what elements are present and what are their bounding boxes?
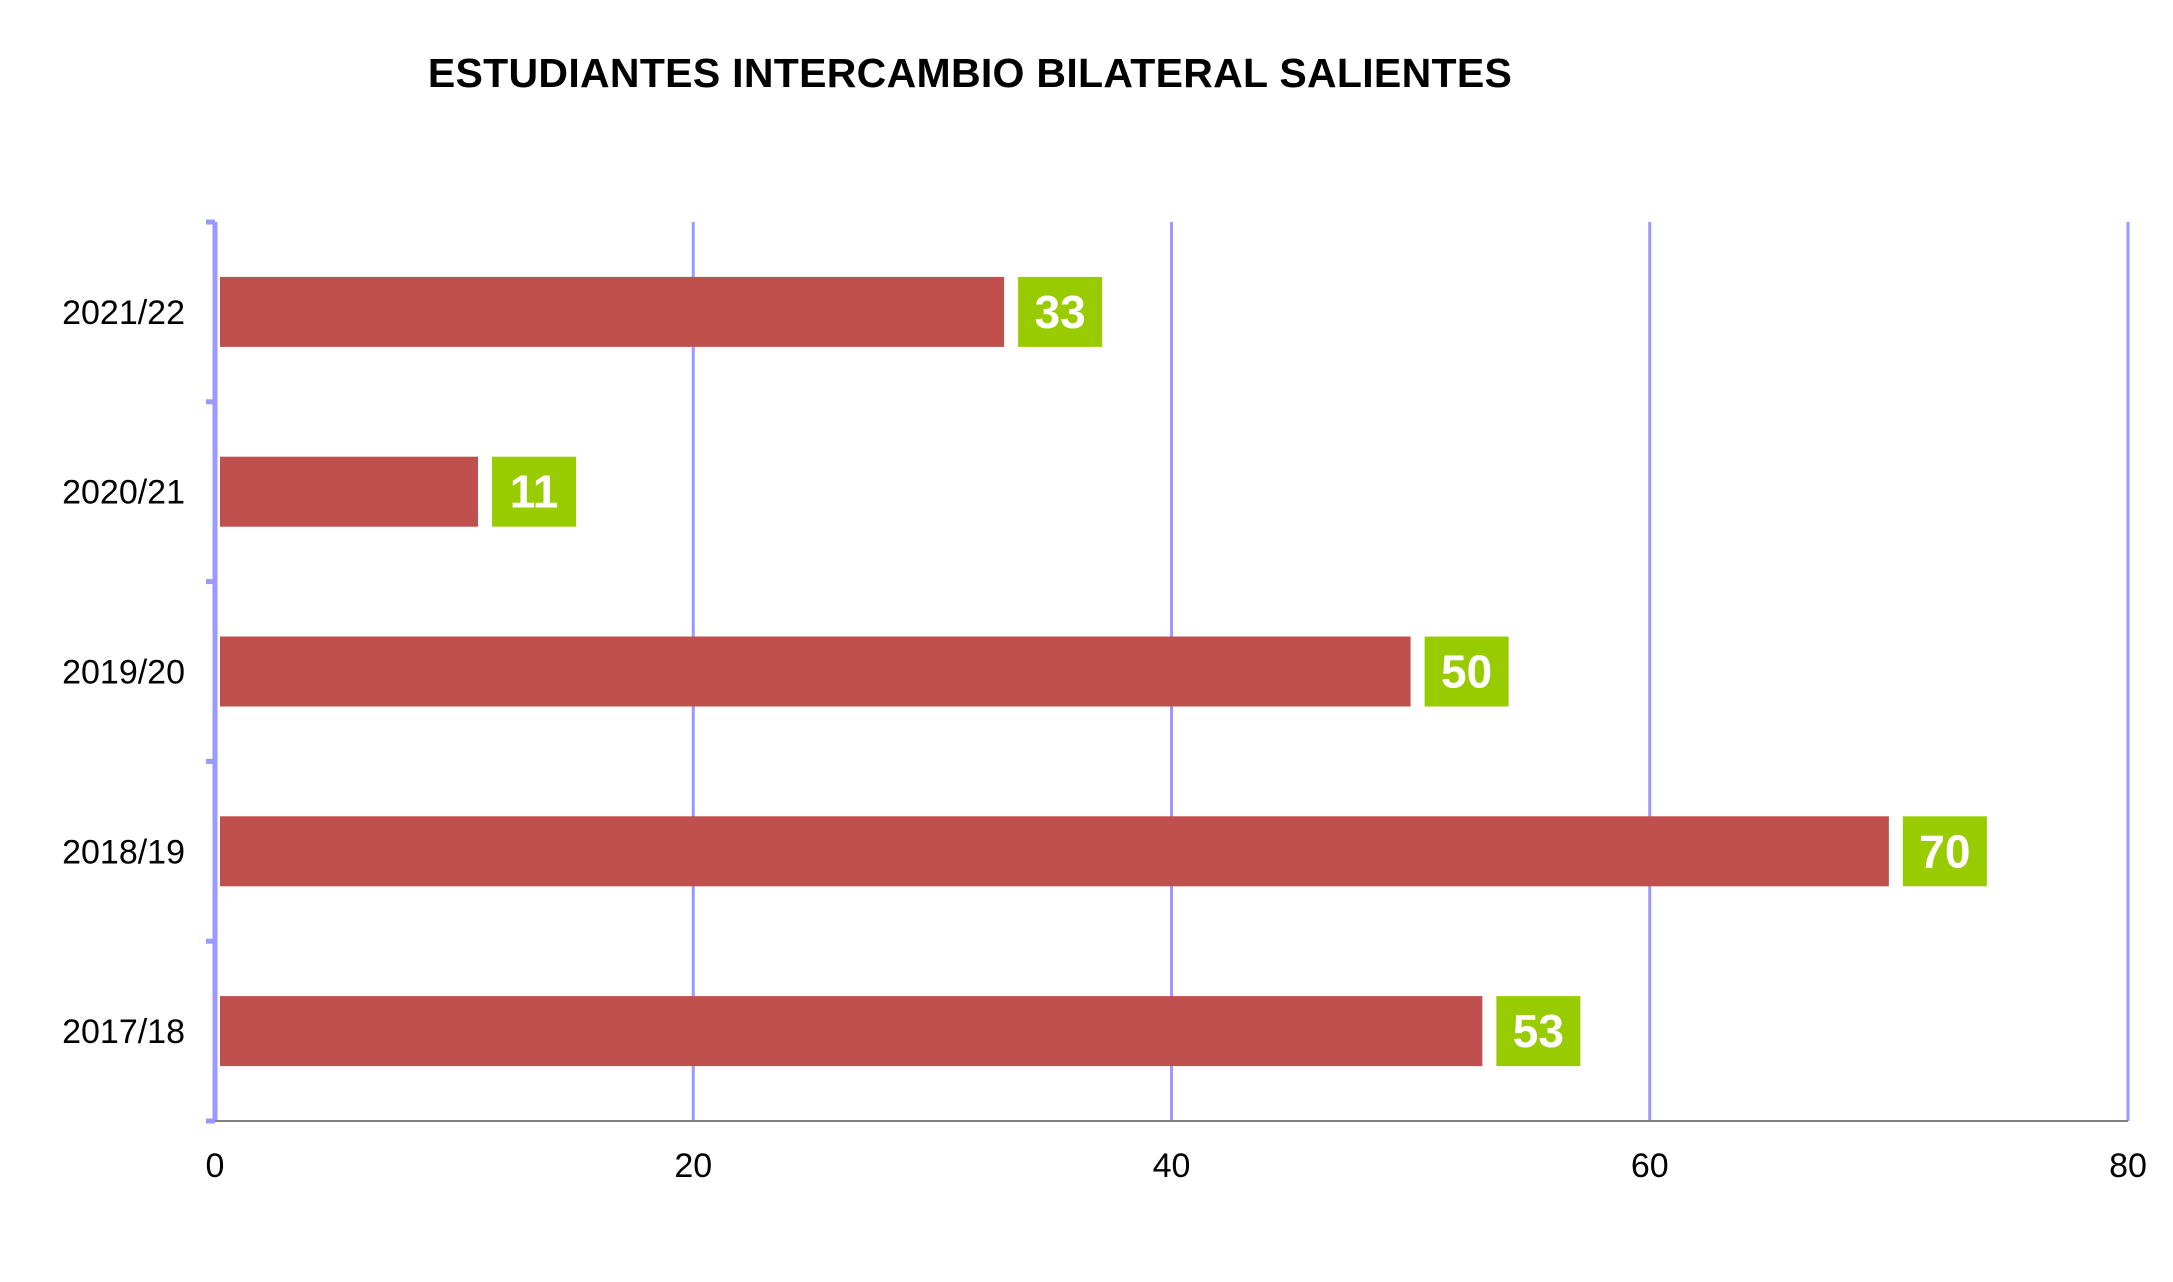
data-label-box-2020-21 (492, 456, 577, 527)
data-label-2020-21: 11 (510, 466, 559, 518)
bar-2019-20 (220, 636, 1411, 707)
x-tick-label-80: 80 (2109, 1147, 2147, 1185)
data-label-2018-19: 70 (1919, 825, 1970, 877)
category-label-2017-18: 2017/18 (62, 1013, 185, 1051)
bar-2017-18 (220, 996, 1483, 1067)
x-tick-label-0: 0 (206, 1147, 225, 1185)
category-label-2020-21: 2020/21 (62, 474, 185, 512)
data-label-box-2021-22 (1018, 276, 1103, 347)
data-label-2019-20: 50 (1441, 646, 1492, 698)
category-label-2019-20: 2019/20 (62, 654, 185, 692)
data-label-2017-18: 53 (1513, 1005, 1564, 1057)
x-tick-label-40: 40 (1153, 1147, 1191, 1185)
bar-2020-21 (220, 456, 479, 527)
bar-2021-22 (220, 276, 1005, 347)
data-label-box-2017-18 (1496, 996, 1581, 1067)
data-label-2021-22: 33 (1035, 286, 1086, 338)
x-tick-label-20: 20 (674, 1147, 712, 1185)
chart-title: ESTUDIANTES INTERCAMBIO BILATERAL SALIEN… (427, 50, 1513, 96)
x-tick-label-60: 60 (1631, 1147, 1669, 1185)
bar-2018-19 (220, 816, 1889, 887)
bars (220, 276, 1889, 1067)
axes (206, 219, 2128, 1124)
labels: 0 20 40 60 80 33 2021/22 11 2020/21 50 2019/20 70 20… (62, 276, 2147, 1185)
data-label-box-2019-20 (1424, 636, 1509, 707)
category-label-2021-22: 2021/22 (62, 294, 185, 332)
category-label-2018-19: 2018/19 (62, 833, 185, 871)
data-label-box-2018-19 (1902, 816, 1987, 887)
